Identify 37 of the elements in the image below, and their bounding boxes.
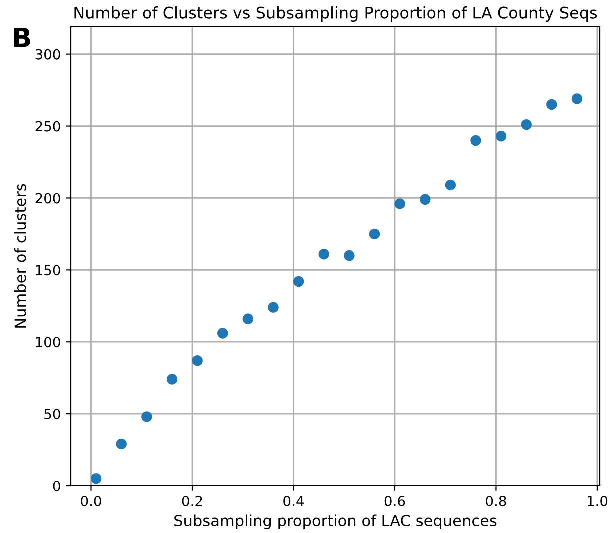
point (192, 355, 203, 366)
y-tick-label: 0 (53, 480, 60, 492)
y-axis-title: Number of clusters (14, 184, 26, 328)
y-tick-label: 200 (36, 193, 60, 204)
point (470, 135, 482, 146)
point (116, 438, 127, 450)
point (268, 302, 279, 313)
y-tick-label: 300 (36, 49, 60, 60)
x-tick-label: 0.6 (384, 496, 406, 506)
y-tick-label: 100 (36, 337, 60, 348)
point (572, 94, 583, 104)
point (142, 412, 152, 422)
point (521, 119, 532, 130)
point (218, 328, 228, 339)
point (242, 314, 254, 324)
point (445, 180, 456, 191)
x-tick-label: 0.0 (81, 496, 102, 506)
point (496, 131, 507, 142)
point (394, 198, 406, 210)
y-tick-label: 250 (36, 121, 60, 132)
x-tick-label: 0.8 (486, 496, 506, 506)
x-tick-label: 0.4 (284, 496, 304, 506)
y-tick-label: 150 (36, 265, 60, 276)
x-axis-title: Subsampling proportion of LAC sequences (174, 514, 497, 530)
point (546, 99, 558, 110)
point (369, 228, 380, 240)
point (166, 374, 178, 385)
x-tick-label: 0.2 (182, 496, 202, 506)
x-tick-label: 1.0 (588, 496, 608, 506)
point (420, 194, 431, 206)
chart-title: Number of Clusters vs Subsampling Proportion of LA County Seqs (74, 6, 598, 22)
text: B (14, 28, 30, 48)
point (293, 276, 304, 288)
point (318, 248, 330, 260)
point (90, 473, 102, 484)
point (344, 250, 355, 262)
y-tick-label: 50 (44, 409, 60, 420)
